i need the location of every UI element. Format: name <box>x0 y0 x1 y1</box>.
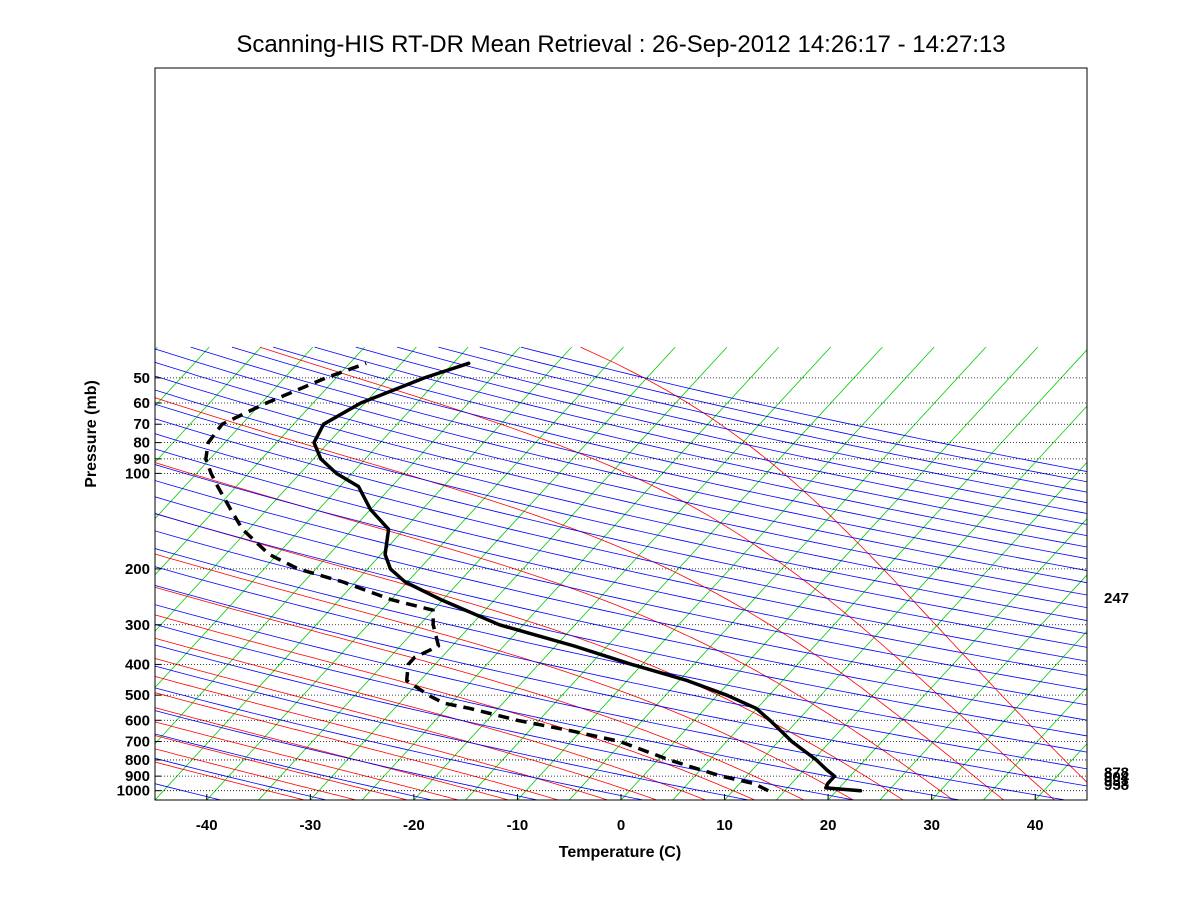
x-tick-label: 20 <box>820 817 837 834</box>
y-tick-label: 1000 <box>117 783 150 800</box>
y-axis-title: Pressure (mb) <box>83 380 100 488</box>
y-tick-label: 300 <box>125 617 150 634</box>
y-tick-label: 100 <box>125 465 150 482</box>
y-tick-label: 200 <box>125 561 150 578</box>
y-tick-label: 600 <box>125 712 150 729</box>
y-tick-label: 800 <box>125 752 150 769</box>
x-tick-label: -40 <box>196 817 218 834</box>
y-tick-label: 70 <box>133 416 150 433</box>
x-tick-label: 40 <box>1027 817 1044 834</box>
y-tick-label: 50 <box>133 370 150 387</box>
y-tick-label: 80 <box>133 435 150 452</box>
isotherm-line <box>0 347 54 804</box>
y-axis-ticks: 5060708090100200300400500600700800900100… <box>117 370 161 800</box>
isotherm-line <box>1187 347 1200 804</box>
isotherm-line <box>1083 347 1200 804</box>
x-tick-label: -10 <box>507 817 529 834</box>
x-tick-label: 10 <box>716 817 733 834</box>
x-tick-label: -20 <box>403 817 425 834</box>
y-tick-label: 400 <box>125 656 150 673</box>
isotherm-line <box>1135 347 1200 804</box>
y-tick-label: 700 <box>125 734 150 751</box>
plot-area <box>155 68 1087 800</box>
x-tick-label: 0 <box>617 817 625 834</box>
x-axis-title: Temperature (C) <box>559 844 681 861</box>
x-tick-label: -30 <box>299 817 321 834</box>
x-tick-label: 30 <box>923 817 940 834</box>
right-pressure-label: 958 <box>1104 777 1129 794</box>
y-tick-label: 60 <box>133 395 150 412</box>
right-pressure-label: 247 <box>1104 590 1129 607</box>
y-tick-label: 500 <box>125 687 150 704</box>
isotherm-line <box>0 347 2 804</box>
chart-title: Scanning-HIS RT-DR Mean Retrieval : 26-S… <box>236 31 1005 58</box>
